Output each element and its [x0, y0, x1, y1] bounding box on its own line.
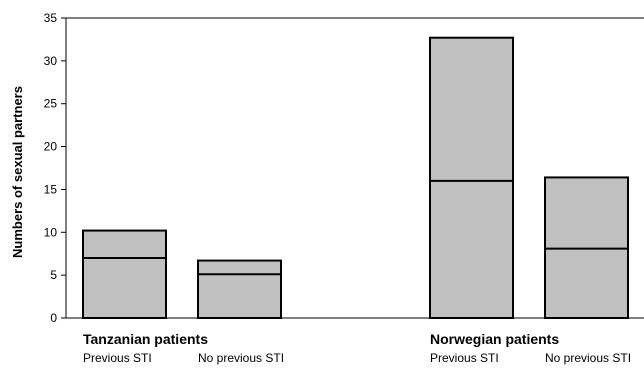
y-tick-label: 15	[44, 182, 58, 196]
x-labels: Tanzanian patients Previous STI No previou…	[83, 331, 631, 365]
bar	[429, 36, 514, 319]
group-label: Tanzanian patients	[83, 331, 208, 347]
group-label: Norwegian patients	[430, 331, 559, 347]
y-tick-label: 20	[44, 140, 58, 154]
bar	[197, 259, 282, 320]
bar	[82, 229, 167, 319]
bars-layer	[82, 36, 629, 320]
category-label: No previous STI	[198, 351, 284, 365]
category-label: Previous STI	[430, 351, 499, 365]
category-label: No previous STI	[545, 351, 631, 365]
y-tick-label: 25	[44, 97, 58, 111]
y-tick-label: 0	[50, 311, 57, 325]
y-tick-label: 5	[50, 268, 57, 282]
y-tick-label: 10	[44, 225, 58, 239]
y-tick-label: 30	[44, 54, 58, 68]
category-label: Previous STI	[83, 351, 152, 365]
y-tick-label: 35	[44, 11, 58, 25]
y-axis-label: Numbers of sexual partners	[10, 86, 25, 258]
